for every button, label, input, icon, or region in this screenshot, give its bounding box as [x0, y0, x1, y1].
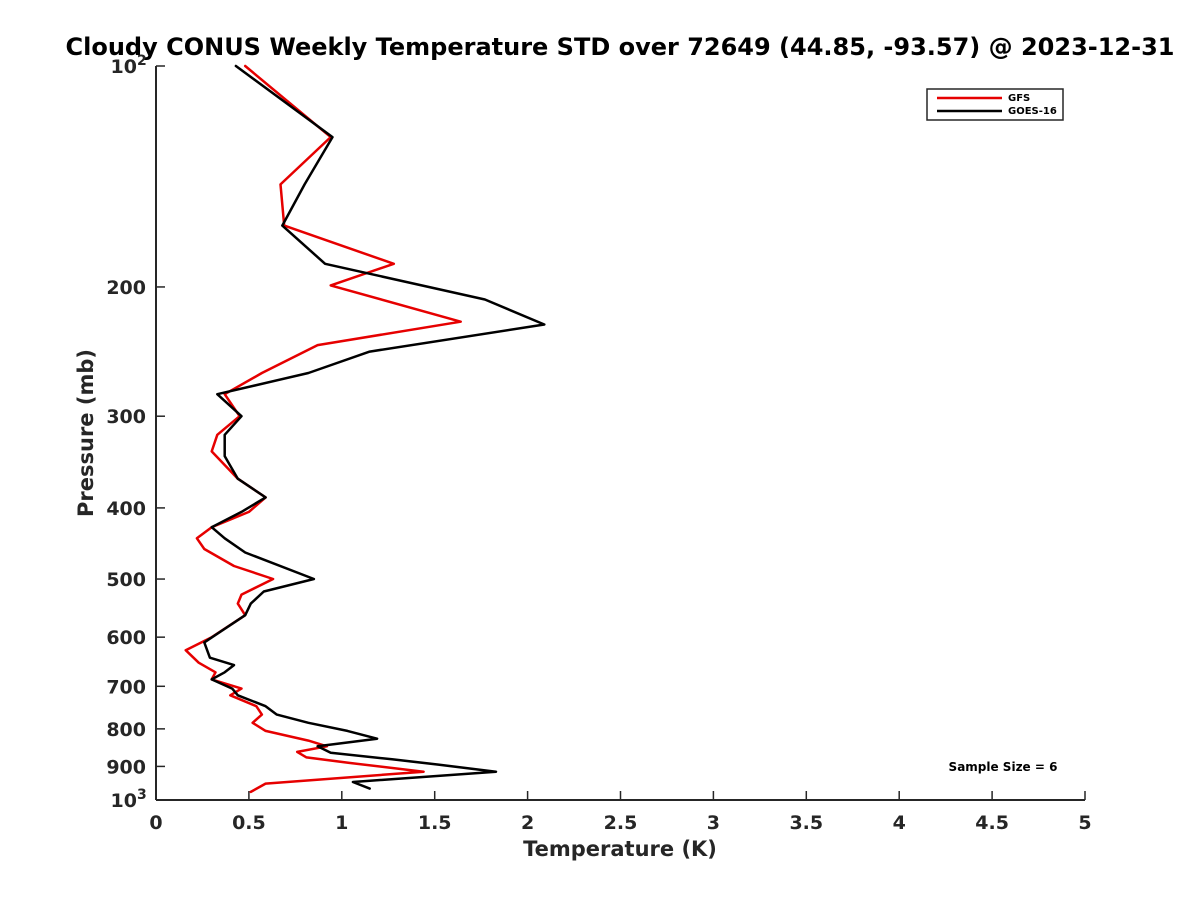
x-tick-label: 1.5 — [418, 812, 452, 834]
x-tick-label: 3 — [707, 812, 720, 834]
x-tick-label: 4 — [893, 812, 906, 834]
x-tick-label: 3.5 — [789, 812, 823, 834]
x-tick-label: 5 — [1078, 812, 1091, 834]
plot-axes — [155, 66, 1085, 801]
legend-label-goes16: GOES-16 — [1008, 106, 1057, 117]
y-tick-label-base: 10 — [111, 790, 137, 812]
y-tick-label: 700 — [106, 676, 146, 698]
legend: GFS GOES-16 — [926, 88, 1064, 121]
y-tick-label-exponent: 2 — [137, 53, 147, 69]
x-axis-label: Temperature (K) — [523, 837, 717, 861]
legend-label-gfs: GFS — [1008, 93, 1030, 104]
y-tick-label-exponent: 3 — [137, 787, 147, 803]
chart-title: Cloudy CONUS Weekly Temperature STD over… — [66, 33, 1175, 61]
x-tick-label: 2.5 — [604, 812, 638, 834]
series-line-goes16 — [203, 64, 546, 790]
y-tick-label: 300 — [106, 406, 146, 428]
y-tick-label: 400 — [106, 498, 146, 520]
y-axis-label: Pressure (mb) — [74, 349, 98, 517]
x-tick-label: 0 — [149, 812, 162, 834]
y-tick-label: 900 — [106, 756, 146, 778]
y-tick-label: 800 — [106, 719, 146, 741]
series-lines — [184, 64, 546, 794]
x-axis-ticks: 0 0.5 1 1.5 2 2.5 3 3.5 4 4.5 5 — [149, 791, 1092, 834]
x-tick-label: 4.5 — [975, 812, 1009, 834]
y-tick-label-base: 10 — [111, 56, 137, 78]
legend-box — [926, 88, 1064, 121]
y-tick-label: 500 — [106, 569, 146, 591]
x-tick-label: 0.5 — [232, 812, 266, 834]
y-tick-label: 600 — [106, 627, 146, 649]
x-tick-label: 1 — [335, 812, 348, 834]
sample-size-annotation: Sample Size = 6 — [949, 760, 1058, 774]
y-tick-label: 200 — [106, 277, 146, 299]
series-line-gfs — [184, 64, 462, 794]
x-tick-label: 2 — [521, 812, 534, 834]
